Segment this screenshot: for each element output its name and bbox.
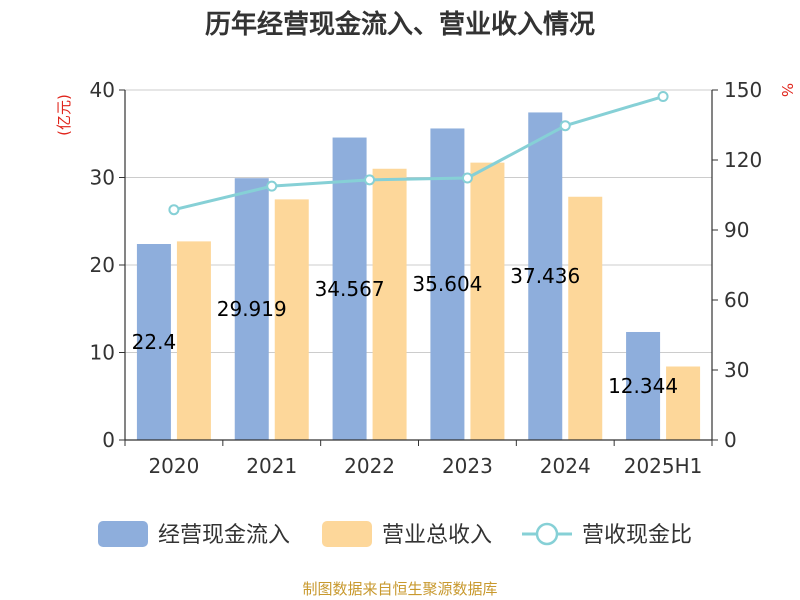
point-ratio-2020 [168,204,180,216]
x-tick-label: 2023 [442,454,493,478]
bar-revenue-2025H1 [666,366,701,440]
bar-revenue-2023 [470,162,505,440]
data-label-cash-inflow-2021: 29.919 [217,297,287,321]
legend-swatch-cash-inflow [98,521,148,547]
point-ratio-2023 [461,172,473,184]
bar-cash-inflow-2025H1 [626,331,661,440]
bar-cash-inflow-2020 [136,244,171,440]
y-left-tick-label: 0 [102,428,115,452]
bar-cash-inflow-2022 [332,137,367,440]
y-left-tick-label: 10 [90,341,115,365]
y-left-tick-label: 30 [90,166,115,190]
axes: 0 10 20 30 40 0 30 60 90 120 150 (亿元)% 2020 2021 2022 2… [55,78,796,478]
bar-revenue-2024 [568,196,603,440]
legend-label-revenue: 营业总收入 [382,523,492,548]
ratio-line [168,91,669,216]
y-right-tick-label: 30 [724,358,749,382]
legend-swatch-revenue [322,521,372,547]
legend-label-ratio: 营收现金比 [582,523,692,548]
bars [136,112,701,441]
data-label-cash-inflow-2025H1: 12.344 [608,374,678,398]
y-right-tick-label: 0 [724,428,737,452]
y-left-axis-label: (亿元) [55,94,73,136]
bar-revenue-2022 [372,168,407,440]
bar-cash-inflow-2023 [430,128,465,440]
y-left-tick-label: 40 [90,78,115,102]
bar-cash-inflow-2021 [234,178,269,441]
legend-swatch-ratio-marker [535,522,559,546]
point-ratio-2022 [364,174,376,186]
legend-label-cash-inflow: 经营现金流入 [158,523,290,548]
x-tick-label: 2022 [344,454,395,478]
bar-revenue-2020 [176,241,211,440]
point-ratio-2021 [266,180,278,192]
y-right-tick-label: 90 [724,218,749,242]
bar-cash-inflow-2024 [528,112,563,440]
point-ratio-2024 [559,120,571,132]
x-tick-label: 2025H1 [624,454,703,478]
data-label-cash-inflow-2024: 37.436 [510,264,580,288]
chart-title: 历年经营现金流入、营业收入情况 [205,9,595,40]
y-right-tick-label: 150 [724,78,762,102]
line-ratio [173,95,664,212]
x-tick-label: 2020 [148,454,199,478]
data-labels: 22.4 29.919 34.567 35.604 37.436 12.344 [132,264,678,398]
data-label-cash-inflow-2020: 22.4 [132,330,177,354]
point-ratio-2025H1 [657,91,669,103]
bar-revenue-2021 [274,199,309,440]
data-label-cash-inflow-2022: 34.567 [315,277,385,301]
y-right-axis-label: % [778,83,796,97]
legend: 经营现金流入 营业总收入 营收现金比 [98,521,692,548]
y-right-tick-label: 60 [724,288,749,312]
y-left-tick-label: 20 [90,253,115,277]
data-label-cash-inflow-2023: 35.604 [412,272,482,296]
y-right-tick-label: 120 [724,148,762,172]
x-tick-label: 2021 [246,454,297,478]
x-tick-label: 2024 [540,454,591,478]
gridlines [125,89,712,353]
data-source: 制图数据来自恒生聚源数据库 [302,580,497,598]
